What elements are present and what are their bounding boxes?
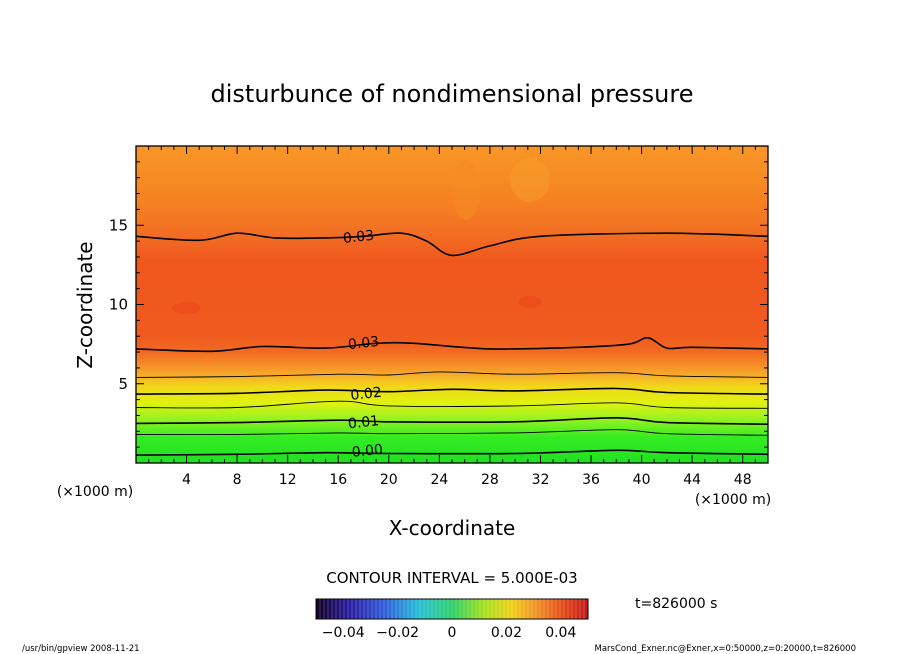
contour-label: 0.00 [351, 442, 384, 461]
colorbar-tick-label: 0.02 [491, 625, 522, 641]
x-tick-label: 32 [532, 472, 550, 488]
contour-label: 0.03 [342, 228, 375, 247]
footer-right: MarsCond_Exner.nc@Exner,x=0:50000,z=0:20… [594, 644, 856, 654]
footer-left: /usr/bin/gpview 2008-11-21 [22, 644, 140, 654]
contour-line [136, 416, 768, 425]
chart-title: disturbunce of nondimensional pressure [211, 80, 694, 108]
colorbar-tick-label: 0.04 [545, 625, 576, 641]
x-tick-label: 44 [683, 472, 701, 488]
contour-line [136, 449, 768, 456]
x-unit-right: (×1000 m) [695, 492, 771, 508]
colorbar-ticks: −0.04 −0.02 0 0.02 0.04 [322, 625, 577, 641]
x-axis: 4 8 12 16 20 24 28 32 36 40 44 48 [148, 146, 756, 488]
contour-line [136, 232, 768, 257]
x-tick-label: 4 [182, 472, 191, 488]
field-blob [518, 296, 542, 308]
y-axis-label: Z-coordinate [73, 241, 97, 368]
x-tick-label: 40 [633, 472, 651, 488]
x-tick-label: 20 [380, 472, 398, 488]
x-tick-label: 8 [233, 472, 242, 488]
field-fill [136, 146, 768, 463]
time-text: t=826000 s [635, 596, 717, 612]
contour-label: 0.01 [347, 413, 380, 432]
y-tick-label: 15 [109, 216, 128, 234]
y-tick-label: 10 [109, 296, 128, 314]
contour-line [136, 429, 768, 436]
y-tick-label: 5 [118, 375, 128, 393]
colorbar-stripes [319, 599, 585, 619]
x-tick-label: 12 [279, 472, 297, 488]
contour-line [136, 371, 768, 378]
x-tick-label: 24 [430, 472, 448, 488]
y-axis: 5 10 15 [109, 161, 768, 448]
x-unit-left: (×1000 m) [57, 484, 133, 500]
x-tick-label: 16 [329, 472, 347, 488]
contour-interval-text: CONTOUR INTERVAL = 5.000E-03 [326, 569, 577, 587]
contour-line [136, 387, 768, 395]
field-blob [172, 302, 200, 314]
x-tick-label: 48 [734, 472, 752, 488]
field-blob [510, 158, 550, 202]
contour-line [136, 400, 768, 409]
x-tick-label: 28 [481, 472, 499, 488]
x-tick-label: 36 [582, 472, 600, 488]
field-blob [452, 160, 480, 220]
colorbar-tick-label: 0 [448, 625, 457, 641]
x-axis-label: X-coordinate [389, 516, 516, 540]
contour-labels: 0.00 0.01 0.02 0.03 0.03 [342, 228, 384, 461]
contour-label: 0.02 [350, 385, 383, 404]
colorbar-tick-label: −0.02 [376, 625, 419, 641]
contour-lines [136, 232, 768, 456]
colorbar-tick-label: −0.04 [322, 625, 365, 641]
colorbar [315, 598, 589, 620]
plot-area: 0.00 0.01 0.02 0.03 0.03 [136, 146, 768, 463]
contour-label: 0.03 [347, 334, 380, 353]
contour-line [136, 336, 768, 353]
